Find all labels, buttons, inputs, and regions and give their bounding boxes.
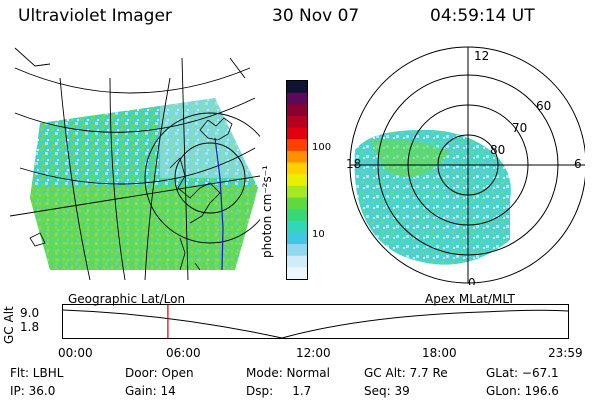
gc-alt-label: GC Alt: 7.7 Re	[364, 366, 448, 380]
colorbar-band	[287, 104, 307, 117]
colorbar-tick-100: 100	[312, 142, 332, 153]
strip-x-tick-2359: 23:59	[548, 346, 583, 360]
colorbar-band	[287, 150, 307, 164]
strip-x-tick-0000: 00:00	[58, 346, 93, 360]
colorbar-band	[287, 197, 307, 210]
door-label: Door: Open	[125, 366, 194, 380]
polar-map[interactable]: 12 18 6 0 60 70 80	[340, 40, 585, 285]
colorbar-band	[287, 127, 307, 140]
mode-label: Mode: Normal	[246, 366, 330, 380]
altitude-strip-chart[interactable]	[62, 304, 574, 344]
colorbar-band	[287, 209, 307, 222]
glon-label: GLon: 196.6	[486, 384, 559, 398]
gain-label: Gain: 14	[125, 384, 176, 398]
date-label: 30 Nov 07	[272, 6, 360, 26]
colorbar-unit-label: photon cm⁻²s⁻¹	[260, 165, 274, 258]
strip-y-tick-low: 1.8	[20, 320, 40, 334]
time-label: 04:59:14 UT	[430, 6, 535, 26]
strip-frame	[62, 304, 569, 339]
strip-x-tick-1800: 18:00	[422, 346, 457, 360]
colorbar-band	[287, 139, 307, 152]
colorbar-band	[287, 92, 307, 105]
colorbar	[286, 80, 308, 280]
strip-y-tick-high: 9.0	[20, 306, 40, 320]
polar-lat-60: 60	[536, 99, 551, 113]
altitude-curve	[62, 309, 569, 339]
glat-label: GLat: −67.1	[486, 366, 559, 380]
colorbar-band	[287, 185, 307, 198]
polar-mlt-0: 0	[468, 276, 476, 285]
instrument-title: Ultraviolet Imager	[18, 6, 172, 26]
geo-map-title: Geographic Lat/Lon	[68, 292, 186, 306]
colorbar-band	[287, 162, 307, 175]
geographic-map[interactable]	[10, 38, 260, 280]
colorbar-band	[287, 267, 307, 280]
colorbar-tick-10: 10	[312, 229, 325, 240]
dsp-label: Dsp: 1.7	[246, 384, 312, 398]
colorbar-band	[287, 115, 307, 129]
flt-label: Flt: LBHL	[10, 366, 64, 380]
colorbar-band	[287, 220, 307, 233]
colorbar-band	[287, 232, 307, 245]
strip-y-label: GC Alt	[2, 306, 16, 344]
colorbar-band	[287, 81, 307, 94]
strip-x-tick-0600: 06:00	[166, 346, 201, 360]
ip-label: IP: 36.0	[10, 384, 56, 398]
polar-map-title: Apex MLat/MLT	[425, 292, 515, 306]
polar-mlt-12: 12	[474, 49, 489, 63]
polar-mlt-6: 6	[574, 157, 582, 171]
colorbar-band	[287, 255, 307, 268]
colorbar-band	[287, 244, 307, 257]
colorbar-band	[287, 174, 307, 187]
polar-mlt-18: 18	[346, 157, 361, 171]
strip-x-tick-1200: 12:00	[296, 346, 331, 360]
polar-lat-70: 70	[512, 121, 527, 135]
polar-lat-80: 80	[490, 143, 505, 157]
colorbar-gradient	[287, 81, 307, 280]
seq-label: Seq: 39	[364, 384, 410, 398]
